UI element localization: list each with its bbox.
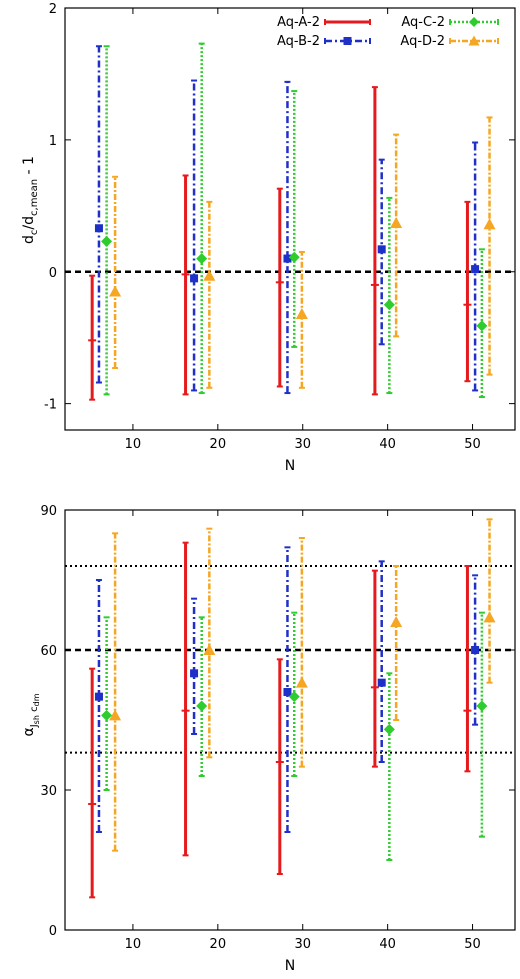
legend: Aq-A-2 Aq-B-2 Aq-C-2 Aq-D-2 [277,15,499,49]
legend-label: Aq-D-2 [400,34,445,49]
data-point [109,709,122,721]
legend-label: Aq-C-2 [401,15,445,30]
data-point [390,216,403,228]
y-tick-label: 0 [49,924,57,939]
legend-marker [468,35,480,46]
series-aq-c-2 [101,42,488,399]
data-point [471,265,480,274]
x-tick-label: 10 [125,437,142,452]
data-point [203,644,216,655]
data-point [283,254,292,263]
plot-frame [64,509,516,931]
series-aq-a-2 [88,86,472,401]
legend-label: Aq-A-2 [277,15,320,30]
x-tick-label: 10 [125,937,142,952]
data-point [476,700,488,712]
data-point [288,251,300,263]
y-axis-label: αJsh cdm [21,693,41,736]
data-point [377,245,386,254]
x-axis-label: N [285,458,295,474]
series-aq-c-2 [101,611,488,861]
x-axis-label: N [285,958,295,974]
plot-frame [64,7,516,431]
data-point [483,611,496,623]
data-point [94,692,103,701]
data-point [471,646,480,654]
data-point [476,320,488,332]
data-point [196,700,208,712]
y-axis-label: dc/dc,mean - 1 [21,156,40,244]
x-tick-label: 50 [464,937,481,952]
data-point [203,269,216,281]
x-tick-label: 20 [210,437,227,452]
y-tick-label: 1 [49,134,57,149]
y-tick-label: 2 [49,2,57,17]
legend-marker [343,37,352,45]
series-aq-b-2 [94,546,480,833]
data-point [383,723,395,735]
x-tick-label: 50 [464,437,481,452]
data-point [295,307,308,319]
x-tick-label: 40 [379,437,396,452]
legend-marker [469,17,479,27]
data-point [190,669,199,678]
legend-label: Aq-B-2 [277,34,320,49]
y-tick-label: 60 [40,644,57,659]
series-aq-b-2 [94,45,480,395]
y-tick-label: 30 [40,784,57,799]
data-point [94,224,103,233]
series-aq-d-2 [109,518,496,852]
data-point [190,274,199,283]
x-tick-label: 30 [294,437,311,452]
data-point [483,218,496,230]
data-point [101,709,113,721]
x-tick-label: 30 [294,937,311,952]
x-tick-label: 20 [210,937,227,952]
y-tick-label: -1 [44,398,57,413]
y-tick-label: 0 [49,266,57,281]
top-panel: 10 20 30 40 50 -1 0 1 2 Ndc/dc,mean - 1 Aq-A-2 Aq-B… [21,2,516,474]
x-tick-label: 40 [379,937,396,952]
series-aq-d-2 [109,116,496,389]
series-aq-a-2 [88,541,472,899]
data-point [377,678,386,687]
data-point [383,299,395,311]
data-point [295,676,308,688]
data-point [283,688,292,696]
data-point [196,253,208,265]
data-point [101,235,113,247]
data-point [109,285,122,297]
data-point [288,691,300,703]
data-point [390,616,403,627]
y-tick-label: 90 [40,504,57,519]
